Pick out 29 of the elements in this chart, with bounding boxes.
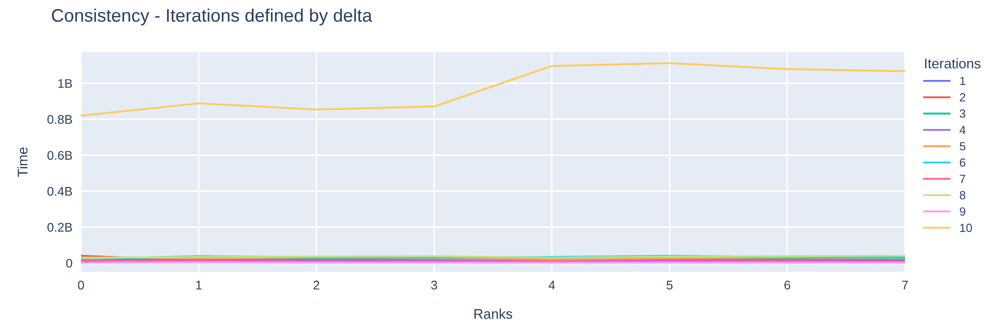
x-tick-label: 0 bbox=[78, 280, 84, 290]
x-tick-label: 1 bbox=[196, 280, 202, 290]
x-tick-label: 2 bbox=[314, 280, 320, 290]
line-series bbox=[81, 62, 905, 117]
y-tick-label: 0.2B bbox=[47, 222, 72, 232]
legend-label: 10 bbox=[960, 224, 972, 232]
x-tick-label: 4 bbox=[548, 280, 555, 290]
legend-label: 7 bbox=[960, 174, 966, 183]
x-tick-label: 7 bbox=[902, 280, 908, 290]
legend-label: 5 bbox=[960, 142, 966, 150]
y-axis-title: Time bbox=[17, 147, 28, 177]
legend-label: 8 bbox=[960, 191, 966, 200]
y-tick-label: 1B bbox=[58, 79, 72, 88]
legend-label: 2 bbox=[960, 93, 966, 102]
legend-label: 4 bbox=[960, 126, 966, 134]
x-tick-label: 5 bbox=[666, 280, 673, 290]
y-tick-label: 0 bbox=[66, 258, 72, 268]
x-axis-title: Ranks bbox=[474, 308, 512, 319]
y-tick-label: 0.4B bbox=[47, 186, 72, 196]
legend-label: 9 bbox=[960, 207, 966, 216]
y-tick-label: 0.6B bbox=[47, 150, 72, 160]
legend-label: 3 bbox=[960, 109, 966, 118]
legend-label: 6 bbox=[960, 158, 966, 167]
chart-title: Consistency - Iterations defined by delta bbox=[52, 8, 372, 26]
x-tick-label: 6 bbox=[784, 280, 790, 290]
y-tick-label: 0.8B bbox=[47, 115, 72, 124]
x-tick-label: 3 bbox=[431, 280, 438, 290]
legend-label: 1 bbox=[960, 76, 966, 86]
legend-title: Iterations bbox=[925, 58, 980, 68]
